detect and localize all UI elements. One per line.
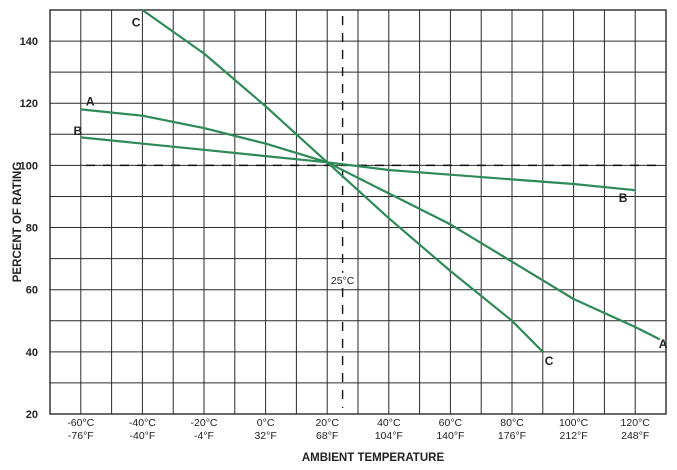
curve-label-a: A [659,337,668,351]
curve-label-a: A [86,95,95,109]
x-tick-label-fahrenheit: 176°F [498,430,526,442]
y-tick-label: 120 [20,98,38,110]
x-tick-label-celsius: 0°C [257,417,275,429]
series-line-b [80,136,636,192]
reference-lines: 25°C [86,16,660,408]
curve-label-b: B [619,191,628,205]
x-tick-label-celsius: 80°C [500,417,524,429]
x-tick-label-fahrenheit: 68°F [316,430,338,442]
x-tick-label-fahrenheit: 140°F [436,430,464,442]
x-tick-label-fahrenheit: 104°F [375,430,403,442]
x-tick-label-fahrenheit: 248°F [621,430,649,442]
y-tick-label: 60 [26,285,38,297]
x-tick-label-fahrenheit: -4°F [194,430,214,442]
x-tick-label-celsius: -40°C [129,417,156,429]
curve-labels: A A B B C C [74,15,668,368]
x-tick-label-fahrenheit: 212°F [560,430,588,442]
x-tick-label-fahrenheit: 32°F [254,430,276,442]
y-tick-label: 140 [20,36,38,48]
x-tick-label-celsius: 100°C [559,417,589,429]
x-tick-label-celsius: 120°C [621,417,651,429]
y-tick-label: 20 [26,409,38,421]
series-line-c [141,9,544,353]
x-tick-label-celsius: 60°C [439,417,463,429]
y-axis-title: PERCENT OF RATING [12,162,24,283]
curve-label-b: B [74,124,83,138]
curve-label-c: C [132,15,141,29]
y-tick-label: 40 [26,347,38,359]
x-tick-label-celsius: 20°C [315,417,339,429]
chart-grid [49,9,667,415]
y-tick-label: 100 [20,160,38,172]
x-tick-label-celsius: 40°C [377,417,401,429]
chart-series [80,9,661,353]
x-tick-label-fahrenheit: -76°F [68,430,94,442]
x-tick-label-fahrenheit: -40°F [130,430,156,442]
reference-label-bg [328,272,357,287]
series-line-a [80,108,661,341]
curve-label-c: C [545,354,554,368]
x-tick-label-celsius: -60°C [67,417,94,429]
plot-frame [49,9,667,415]
y-tick-label: 80 [26,223,38,235]
x-tick-label-celsius: -20°C [191,417,218,429]
x-axis-title: AMBIENT TEMPERATURE [302,452,445,464]
reference-label-25c: 25°C [331,275,355,287]
axis-ticks: 20 40 60 80 100 120 140 -60°C-76°F -40°C-40°F -20… [20,36,651,442]
